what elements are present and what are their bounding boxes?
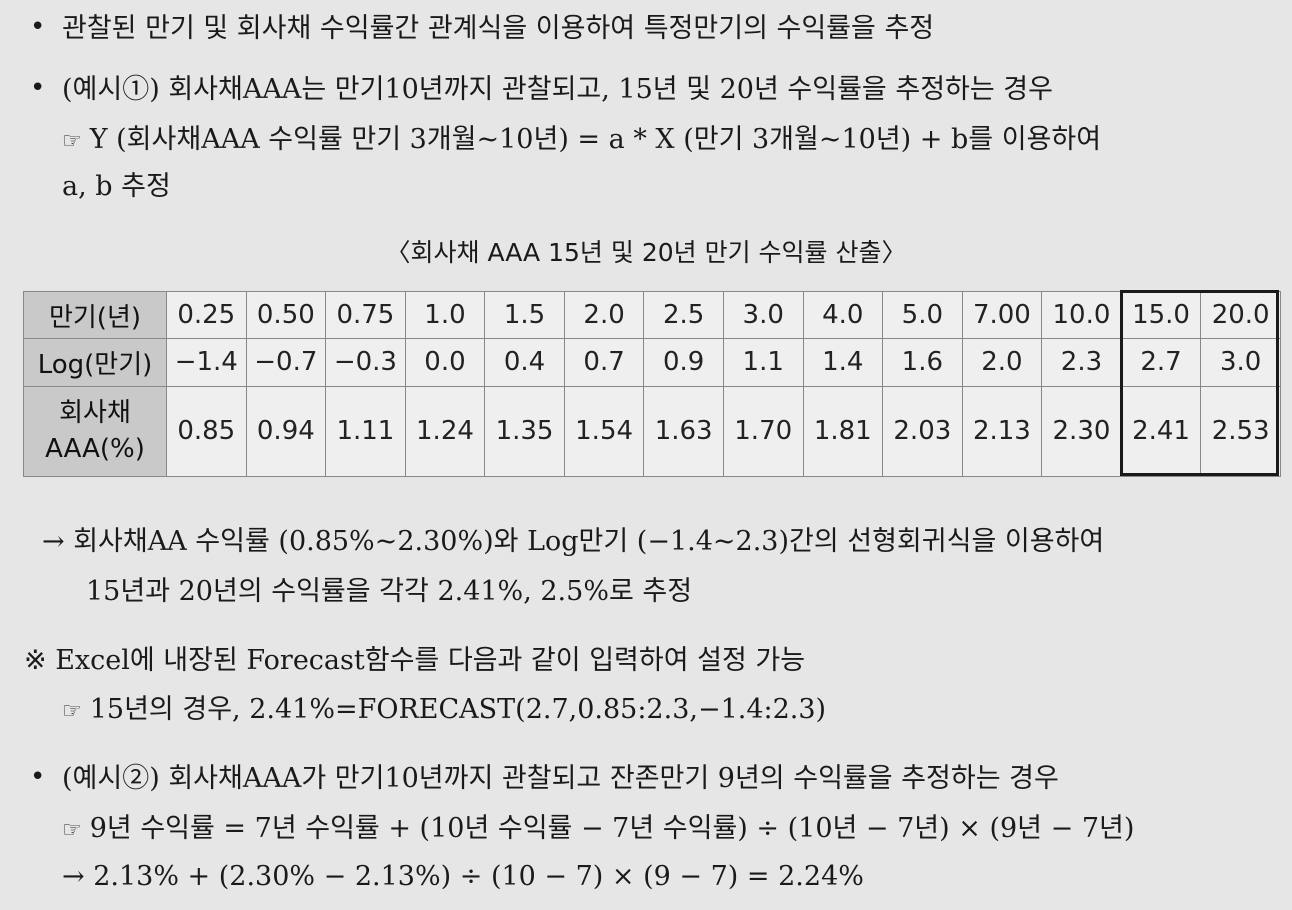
table-cell: 1.54: [563, 385, 645, 477]
table-cell: 2.13: [961, 385, 1043, 477]
table-cell-estimated: 2.41: [1120, 385, 1202, 477]
table-cell: 7.00: [961, 290, 1043, 340]
excel-note-example: ☞ 15년의 경우, 2.41%=FORECAST(2.7,0.85:2.3,−1…: [62, 693, 826, 729]
table-cell: 1.4: [802, 338, 884, 387]
pointing-hand-icon: ☞: [62, 129, 82, 154]
bullet-3-formula: ☞ 9년 수익률 = 7년 수익률 + (10년 수익률 − 7년 수익률) ÷ …: [62, 812, 1134, 848]
table-cell: 0.94: [245, 385, 327, 477]
bullet-3-marker: •: [30, 762, 46, 792]
table-cell: 2.5: [643, 290, 724, 340]
bullet-2-formula: ☞ Y (회사채AAA 수익률 만기 3개월~10년) = a * X (만기 3…: [62, 123, 1101, 159]
table-cell: 3.0: [722, 290, 804, 340]
table-cell-estimated: 3.0: [1200, 338, 1281, 387]
table-cell: 1.0: [404, 290, 486, 340]
table-cell: 0.25: [166, 290, 247, 340]
table-row: 만기(년) 0.25 0.50 0.75 1.0 1.5 2.0 2.5 3.0…: [23, 290, 1281, 340]
table-cell: 1.11: [325, 385, 406, 477]
table-cell: 1.63: [643, 385, 724, 477]
bullet-2-marker: •: [30, 73, 46, 103]
table-cell: 0.50: [245, 290, 327, 340]
table-cell-estimated: 15.0: [1120, 290, 1202, 340]
table-cell: 0.4: [484, 338, 565, 387]
table-cell: 1.70: [722, 385, 804, 477]
row-header-yield-line2: AAA(%): [45, 434, 145, 465]
yield-table: 만기(년) 0.25 0.50 0.75 1.0 1.5 2.0 2.5 3.0…: [23, 290, 1281, 477]
table-cell: −0.7: [245, 338, 327, 387]
table-cell: 1.6: [882, 338, 963, 387]
table-cell: −1.4: [166, 338, 247, 387]
table-row: 회사채 AAA(%) 0.85 0.94 1.11 1.24 1.35 1.54…: [23, 385, 1281, 477]
pointing-hand-icon: ☞: [62, 818, 82, 843]
table-cell: 1.81: [802, 385, 884, 477]
table-cell: 0.75: [325, 290, 406, 340]
bullet-1-marker: •: [30, 12, 46, 42]
bullet-1-text: 관찰된 만기 및 회사채 수익률간 관계식을 이용하여 특정만기의 수익률을 추…: [62, 13, 935, 44]
table-cell: 0.7: [563, 338, 645, 387]
pointing-hand-icon: ☞: [62, 699, 82, 724]
row-header-log-maturity: Log(만기): [23, 338, 167, 387]
bullet-3-text: (예시②) 회사채AAA가 만기10년까지 관찰되고 잔존만기 9년의 수익률을…: [62, 763, 1059, 794]
table-cell-estimated: 20.0: [1200, 290, 1281, 340]
table-cell-estimated: 2.53: [1200, 385, 1281, 477]
table-cell: 1.1: [722, 338, 804, 387]
table-cell: 2.30: [1041, 385, 1122, 477]
row-header-yield: 회사채 AAA(%): [23, 385, 167, 477]
table-cell: 0.0: [404, 338, 486, 387]
row-header-yield-line1: 회사채: [59, 398, 131, 429]
table-row: Log(만기) −1.4 −0.7 −0.3 0.0 0.4 0.7 0.9 1…: [23, 338, 1281, 387]
table-cell: 0.85: [166, 385, 247, 477]
regression-result: 15년과 20년의 수익률을 각각 2.41%, 2.5%로 추정: [86, 576, 693, 607]
table-cell: 10.0: [1041, 290, 1122, 340]
table-cell: 1.24: [404, 385, 486, 477]
table-cell: 2.03: [882, 385, 963, 477]
bullet-3-formula-text: 9년 수익률 = 7년 수익률 + (10년 수익률 − 7년 수익률) ÷ (…: [89, 813, 1135, 844]
excel-note-example-text: 15년의 경우, 2.41%=FORECAST(2.7,0.85:2.3,−1.…: [89, 694, 827, 725]
table-cell: −0.3: [325, 338, 406, 387]
table-cell: 2.0: [961, 338, 1043, 387]
table-cell: 4.0: [802, 290, 884, 340]
bullet-2-formula-text: Y (회사채AAA 수익률 만기 3개월~10년) = a * X (만기 3개…: [89, 124, 1102, 155]
table-cell: 1.35: [484, 385, 565, 477]
table-cell: 1.5: [484, 290, 565, 340]
regression-explanation: → 회사채AA 수익률 (0.85%~2.30%)와 Log만기 (−1.4~2…: [42, 526, 1105, 557]
bullet-2-estimate: a, b 추정: [62, 171, 171, 202]
bullet-2-text: (예시①) 회사채AAA는 만기10년까지 관찰되고, 15년 및 20년 수익…: [62, 74, 1053, 105]
table-cell: 2.0: [563, 290, 645, 340]
table-cell: 0.9: [643, 338, 724, 387]
table-cell-estimated: 2.7: [1120, 338, 1202, 387]
row-header-maturity: 만기(년): [23, 290, 167, 340]
table-cell: 5.0: [882, 290, 963, 340]
table-caption: 〈회사채 AAA 15년 및 20년 만기 수익률 산출〉: [385, 238, 907, 267]
bullet-3-calculation: → 2.13% + (2.30% − 2.13%) ÷ (10 − 7) × (…: [62, 861, 864, 892]
table-cell: 2.3: [1041, 338, 1122, 387]
excel-note: ※ Excel에 내장된 Forecast함수를 다음과 같이 입력하여 설정 …: [24, 645, 806, 676]
